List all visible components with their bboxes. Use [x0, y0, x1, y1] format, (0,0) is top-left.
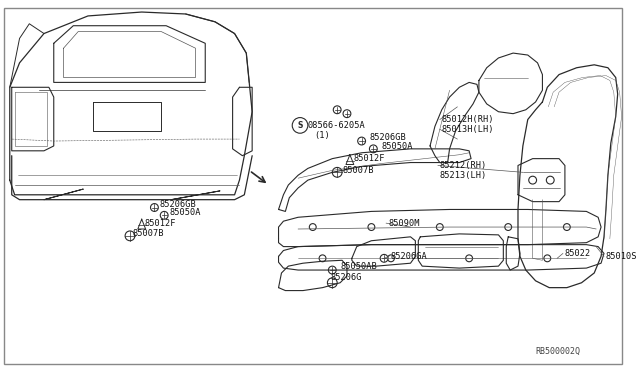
- Text: 85212(RH): 85212(RH): [440, 161, 487, 170]
- Circle shape: [328, 266, 336, 274]
- Circle shape: [160, 211, 168, 219]
- Text: 85213(LH): 85213(LH): [440, 171, 487, 180]
- Text: 85206G: 85206G: [330, 273, 362, 282]
- Text: 85050A: 85050A: [169, 208, 200, 217]
- Text: 85022: 85022: [565, 249, 591, 258]
- Text: 85206GB: 85206GB: [159, 200, 196, 209]
- Text: 85090M: 85090M: [389, 219, 420, 228]
- Circle shape: [358, 137, 365, 145]
- Text: RB500002Q: RB500002Q: [536, 347, 580, 356]
- Text: (1): (1): [315, 131, 330, 140]
- Text: 08566-6205A: 08566-6205A: [308, 121, 365, 130]
- Text: 85206GA: 85206GA: [391, 252, 428, 261]
- Text: 85007B: 85007B: [342, 166, 374, 175]
- Text: 85050A: 85050A: [381, 142, 413, 151]
- Text: 85013H(LH): 85013H(LH): [442, 125, 494, 134]
- Circle shape: [343, 110, 351, 118]
- Text: 85012F: 85012F: [354, 154, 385, 163]
- Circle shape: [333, 106, 341, 114]
- Circle shape: [380, 254, 388, 262]
- Text: 85010S: 85010S: [606, 252, 637, 261]
- Text: 85012H(RH): 85012H(RH): [442, 115, 494, 124]
- Text: 85007B: 85007B: [133, 230, 164, 238]
- Circle shape: [150, 203, 158, 211]
- Text: S: S: [298, 121, 303, 130]
- Text: 85206GB: 85206GB: [369, 133, 406, 142]
- Text: 85050AB: 85050AB: [340, 262, 377, 271]
- Circle shape: [369, 145, 377, 153]
- Text: 85012F: 85012F: [145, 219, 176, 228]
